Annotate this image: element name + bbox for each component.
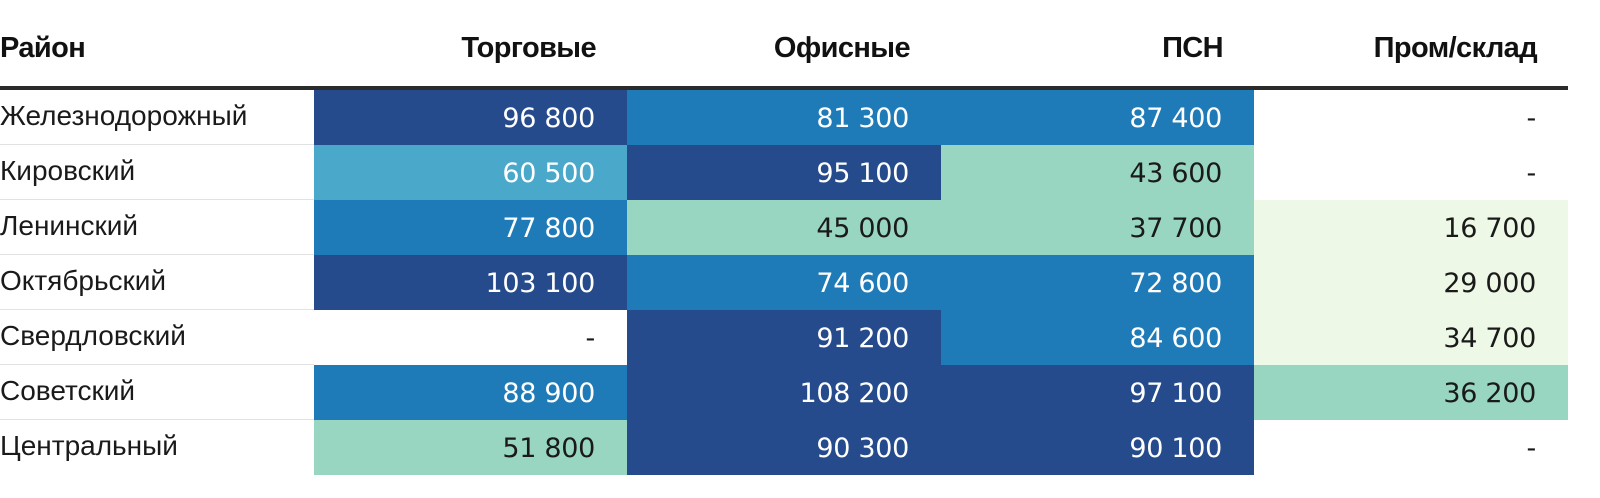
data-cell: 72 800 [941,255,1254,310]
data-cell: 88 900 [314,365,627,420]
data-cell: 108 200 [627,365,941,420]
data-cell: 90 300 [627,420,941,475]
data-cell: - [314,310,627,365]
data-cell: 29 000 [1254,255,1568,310]
data-cell: 96 800 [314,90,627,145]
table-row: Железнодорожный 96 800 81 300 87 400- [0,90,1568,145]
row-label: Железнодорожный [0,100,248,131]
row-label: Октябрьский [0,265,167,296]
row-label: Центральный [0,430,178,461]
data-cell: 34 700 [1254,310,1568,365]
data-cell: 91 200 [627,310,941,365]
data-cell: 60 500 [314,145,627,200]
data-cell: 43 600 [941,145,1254,200]
data-cell: - [1254,90,1568,145]
data-cell: 103 100 [314,255,627,310]
row-label: Кировский [0,155,136,186]
table-row: Свердловский -91 200 84 600 34 700 [0,310,1568,365]
data-cell: 77 800 [314,200,627,255]
data-cell: 90 100 [941,420,1254,475]
column-header-2: Офисные [773,32,911,64]
data-cell: 95 100 [627,145,941,200]
row-label: Свердловский [0,320,186,351]
data-cell: 97 100 [941,365,1254,420]
table-row: Центральный 51 800 90 300 90 100- [0,420,1568,475]
data-cell: 81 300 [627,90,941,145]
data-cell: - [1254,420,1568,475]
table-row: Ленинский 77 800 45 000 37 700 16 700 [0,200,1568,255]
column-header-4: Пром/склад [1373,32,1538,64]
row-label: Ленинский [0,210,139,241]
column-header-district: Район [0,32,86,64]
data-cell: 87 400 [941,90,1254,145]
row-label: Советский [0,375,136,406]
data-cell: 37 700 [941,200,1254,255]
data-cell: 45 000 [627,200,941,255]
table-row: Октябрьский 103 100 74 600 72 800 29 000 [0,255,1568,310]
column-header-1: Торговые [461,32,596,64]
table-body: Железнодорожный 96 800 81 300 87 400- Кировс… [0,90,1568,475]
data-cell: 16 700 [1254,200,1568,255]
data-cell: 51 800 [314,420,627,475]
data-cell: 74 600 [627,255,941,310]
data-cell: - [1254,145,1568,200]
heatmap-table: Район Торговые Офисные ПСН Пром/склад Железн… [0,18,1568,475]
data-cell: 36 200 [1254,365,1568,420]
column-header-3: ПСН [1162,32,1224,64]
table-row: Кировский 60 500 95 100 43 600- [0,145,1568,200]
table-row: Советский 88 900 108 200 97 100 36 200 [0,365,1568,420]
table-header: Район Торговые Офисные ПСН Пром/склад [0,18,1568,90]
data-cell: 84 600 [941,310,1254,365]
